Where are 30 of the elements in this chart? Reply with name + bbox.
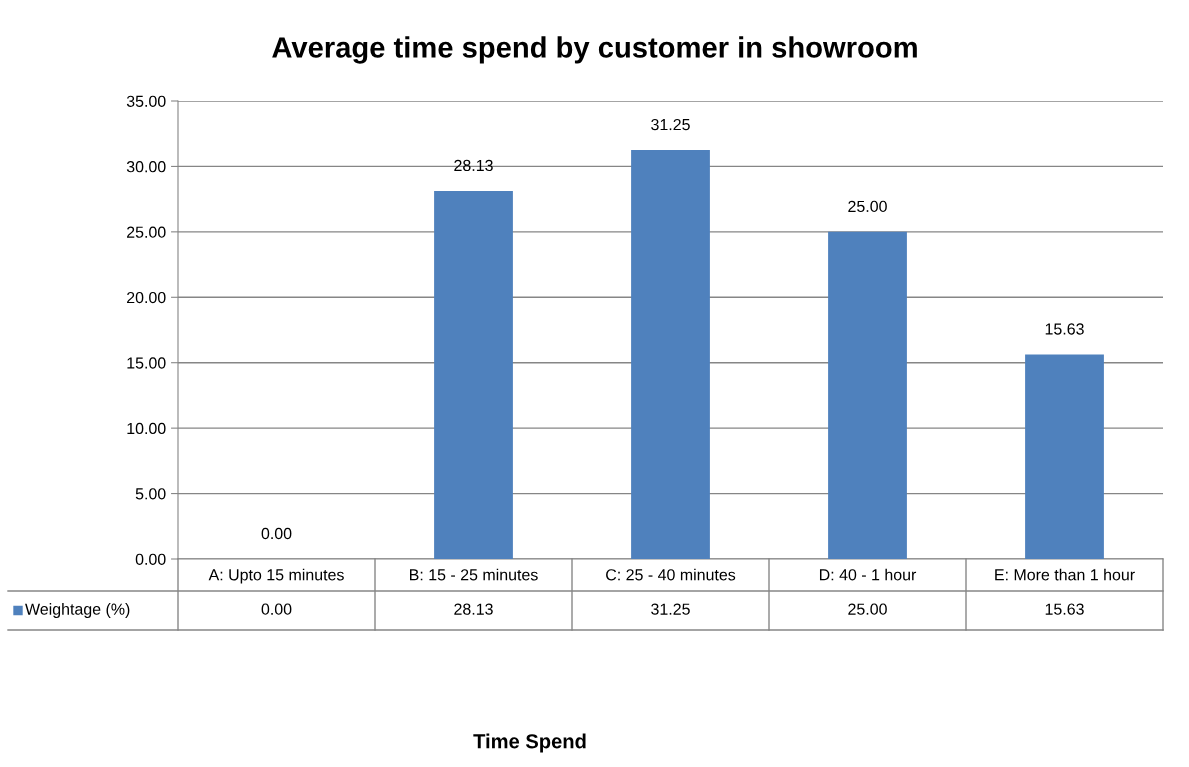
bar [1025,354,1104,559]
y-tick-label: 30.00 [126,161,166,173]
text: 25.00 [848,200,887,213]
data-label: 31.25 [651,603,690,615]
data-label: 15.63 [1045,603,1084,615]
data-label: 0.00 [261,603,292,615]
x-tick-label: D: 40 - 1 hour [819,568,917,581]
x-tick-label: B: 15 - 25 minutes [410,568,538,581]
chart-title: Average time spend by customer in showroom [272,36,917,64]
y-tick-label: 25.00 [127,226,166,238]
bar [434,190,513,559]
x-tick-label: A: Upto 15 minutes [208,568,344,584]
y-tick-label: 35.00 [126,95,166,107]
y-tick-label: 0.00 [135,553,166,565]
y-tick-label: 15.00 [127,357,166,369]
data-label: 28.13 [454,603,493,615]
bar [631,150,710,559]
text: 0.00 [261,527,292,540]
y-tick-label: 5.00 [135,488,166,500]
bar [828,231,907,559]
legend-label: Weightage (%) [25,603,130,618]
y-tick-label: 10.00 [127,422,166,435]
x-tick-label: E: More than 1 hour [995,568,1135,581]
text: Time Spend [473,733,586,753]
text: 31.25 [651,118,690,131]
data-label: 25.00 [848,603,887,615]
text: 15.63 [1045,323,1084,335]
x-tick-label: C: 25 - 40 minutes [606,568,736,581]
text: 28.13 [454,159,493,172]
y-tick-label: 20.00 [127,291,166,304]
